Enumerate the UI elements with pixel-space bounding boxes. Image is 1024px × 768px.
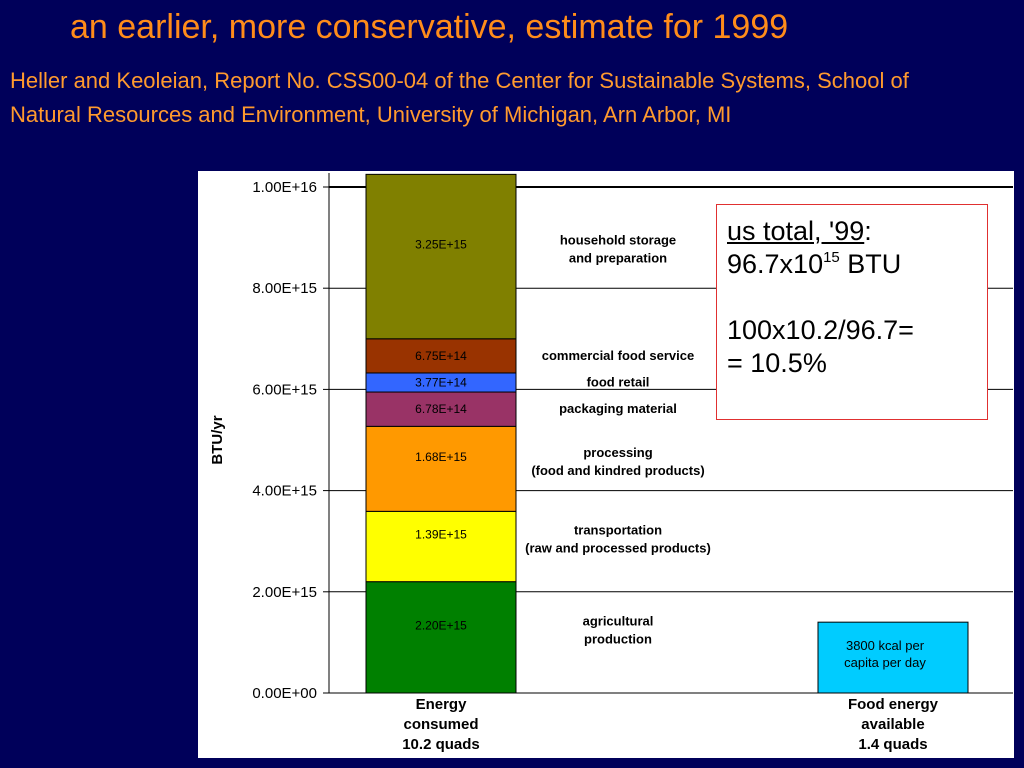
bar-segment	[365, 391, 517, 427]
segment-category-label: household storage	[560, 233, 676, 248]
slide-title: an earlier, more conservative, estimate …	[70, 8, 789, 46]
segment-category-label: and preparation	[569, 251, 667, 266]
note-line-4: = 10.5%	[727, 348, 827, 378]
x-category-label: 1.4 quads	[858, 736, 927, 753]
segment-value-label: 1.39E+15	[415, 528, 467, 542]
bar-segment	[365, 581, 517, 694]
y-tick-label: 6.00E+15	[252, 381, 317, 398]
segment-value-label: 6.78E+14	[415, 402, 467, 416]
segment-category-label: production	[584, 631, 652, 646]
stacked-bar-chart: 0.00E+00 2.00E+15 4.00E+15 6.00E+15 8.00E+15…	[209, 173, 1013, 753]
x-category-label: 10.2 quads	[402, 736, 480, 753]
food-energy-bar-label: 3800 kcal per capita per day	[820, 637, 950, 671]
y-tick-label: 4.00E+15	[252, 483, 317, 500]
note-us-total-label: us total, '99	[727, 216, 865, 246]
segment-value-label: 2.20E+15	[415, 618, 467, 632]
note-line-2: 96.7x1015 BTU	[727, 248, 977, 281]
x-category-label: consumed	[403, 716, 478, 733]
note-line-1: us total, '99:	[727, 215, 977, 248]
note-total-base: 96.7x10	[727, 249, 824, 279]
us-total-note: us total, '99: 96.7x1015 BTU 100x10.2/96…	[716, 204, 988, 420]
segment-category-label: (food and kindred products)	[531, 463, 704, 478]
bar-segment	[365, 425, 517, 512]
note-line-3: 100x10.2/96.7=	[727, 315, 914, 345]
x-category-label: available	[861, 716, 924, 733]
citation-text: Heller and Keoleian, Report No. CSS00-04…	[10, 68, 909, 127]
y-tick-label: 8.00E+15	[252, 280, 317, 297]
x-category-label: Food energy	[848, 696, 939, 713]
segment-category-label: transportation	[574, 523, 662, 538]
segment-category-label: processing	[583, 445, 652, 460]
food-energy-label-line-1: 3800 kcal per	[845, 638, 925, 653]
segment-value-label: 3.77E+14	[415, 375, 467, 389]
segment-value-label: 1.68E+15	[415, 450, 467, 464]
note-total-unit: BTU	[839, 249, 902, 279]
y-tick-label: 2.00E+15	[252, 584, 317, 601]
y-axis-label: BTU/yr	[209, 415, 226, 464]
bar-segment	[365, 510, 517, 583]
food-energy-label-line-2: capita per day	[844, 655, 926, 670]
segment-category-label: agricultural	[583, 613, 654, 628]
segment-category-label: packaging material	[559, 401, 677, 416]
segment-category-label: food retail	[587, 374, 650, 389]
segment-value-label: 3.25E+15	[415, 238, 467, 252]
y-tick-label: 1.00E+16	[252, 179, 317, 196]
bar-segment	[365, 173, 517, 340]
food-energy-bar	[817, 621, 969, 694]
segment-category-label: commercial food service	[542, 348, 694, 363]
note-colon: :	[864, 216, 872, 246]
segment-category-label: (raw and processed products)	[525, 541, 711, 556]
note-total-exponent: 15	[823, 249, 840, 266]
y-tick-label: 0.00E+00	[252, 685, 317, 702]
segment-value-label: 6.75E+14	[415, 349, 467, 363]
x-category-label: Energy	[416, 696, 468, 713]
